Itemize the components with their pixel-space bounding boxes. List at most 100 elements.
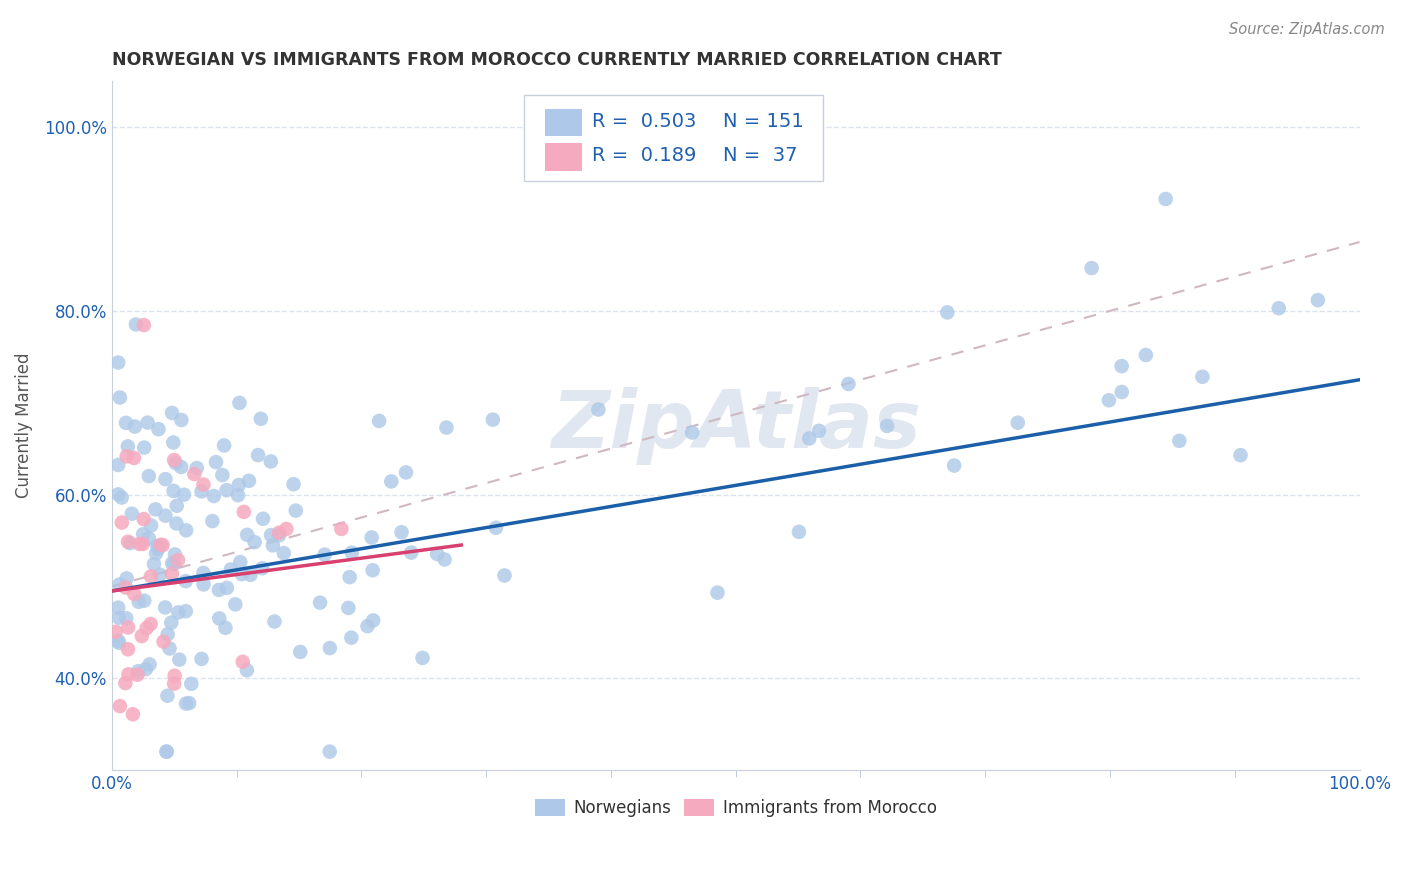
Point	[138, 532, 160, 546]
Point	[1191, 369, 1213, 384]
Point	[174, 524, 197, 538]
Point	[149, 567, 172, 582]
Point	[339, 570, 361, 584]
Point	[167, 553, 190, 567]
Point	[319, 641, 342, 656]
Point	[146, 539, 169, 553]
Point	[162, 483, 184, 498]
Point	[201, 514, 224, 528]
Point	[114, 676, 136, 690]
Point	[208, 611, 231, 625]
Point	[107, 633, 129, 648]
Point	[395, 466, 418, 480]
Point	[269, 528, 291, 542]
Point	[231, 567, 253, 582]
Point	[1268, 301, 1291, 316]
Point	[128, 537, 150, 551]
Point	[1154, 192, 1177, 206]
Point	[228, 396, 250, 410]
Point	[111, 491, 134, 505]
Point	[1111, 359, 1133, 373]
Text: Source: ZipAtlas.com: Source: ZipAtlas.com	[1229, 22, 1385, 37]
Point	[799, 432, 821, 446]
Point	[340, 631, 363, 645]
Legend: Norwegians, Immigrants from Morocco: Norwegians, Immigrants from Morocco	[529, 792, 943, 823]
Point	[229, 555, 252, 569]
Point	[1080, 261, 1102, 276]
Point	[263, 615, 285, 629]
Text: N =  37: N = 37	[723, 146, 797, 165]
Point	[193, 477, 215, 491]
Point	[232, 655, 254, 669]
Point	[138, 469, 160, 483]
Point	[170, 460, 193, 475]
Point	[1007, 416, 1029, 430]
Point	[309, 596, 332, 610]
Point	[131, 629, 153, 643]
Point	[107, 355, 129, 369]
Point	[391, 525, 413, 540]
Point	[314, 548, 336, 562]
Point	[117, 667, 139, 681]
Point	[284, 503, 307, 517]
Point	[156, 689, 179, 703]
Point	[215, 483, 238, 498]
Point	[238, 474, 260, 488]
Point	[807, 424, 830, 438]
Point	[193, 566, 215, 580]
Point	[117, 534, 139, 549]
Point	[127, 667, 149, 681]
Point	[214, 621, 236, 635]
Point	[122, 707, 145, 722]
Point	[115, 450, 138, 464]
Point	[152, 634, 174, 648]
Point	[145, 546, 167, 560]
Point	[163, 453, 186, 467]
Point	[212, 438, 235, 452]
Point	[155, 472, 177, 486]
Point	[1306, 293, 1329, 307]
Point	[174, 574, 197, 589]
Point	[124, 587, 146, 601]
Point	[117, 642, 139, 657]
Point	[134, 593, 156, 607]
FancyBboxPatch shape	[523, 95, 823, 181]
Y-axis label: Currently Married: Currently Married	[15, 353, 32, 499]
Point	[219, 562, 242, 576]
Point	[485, 521, 508, 535]
Point	[117, 439, 139, 453]
Point	[236, 528, 259, 542]
Point	[211, 468, 233, 483]
Point	[1168, 434, 1191, 448]
Point	[276, 522, 298, 536]
Point	[128, 595, 150, 609]
Point	[132, 537, 155, 551]
Point	[436, 420, 458, 434]
Point	[433, 552, 456, 566]
Point	[876, 418, 898, 433]
Point	[118, 536, 141, 550]
Point	[152, 538, 174, 552]
Point	[228, 478, 250, 492]
Point	[163, 669, 186, 683]
Point	[1135, 348, 1157, 362]
Point	[162, 435, 184, 450]
Point	[273, 546, 295, 560]
Point	[136, 416, 159, 430]
Point	[1229, 448, 1251, 462]
Point	[426, 547, 449, 561]
Point	[121, 507, 143, 521]
Point	[193, 577, 215, 591]
Point	[260, 454, 283, 468]
Point	[252, 561, 274, 575]
Point	[1111, 384, 1133, 399]
Point	[138, 657, 160, 672]
Point	[143, 557, 166, 571]
Point	[145, 502, 167, 516]
Point	[482, 412, 505, 426]
Point	[179, 696, 201, 710]
Point	[340, 546, 363, 560]
Point	[108, 636, 131, 650]
Point	[115, 571, 138, 585]
Point	[107, 600, 129, 615]
